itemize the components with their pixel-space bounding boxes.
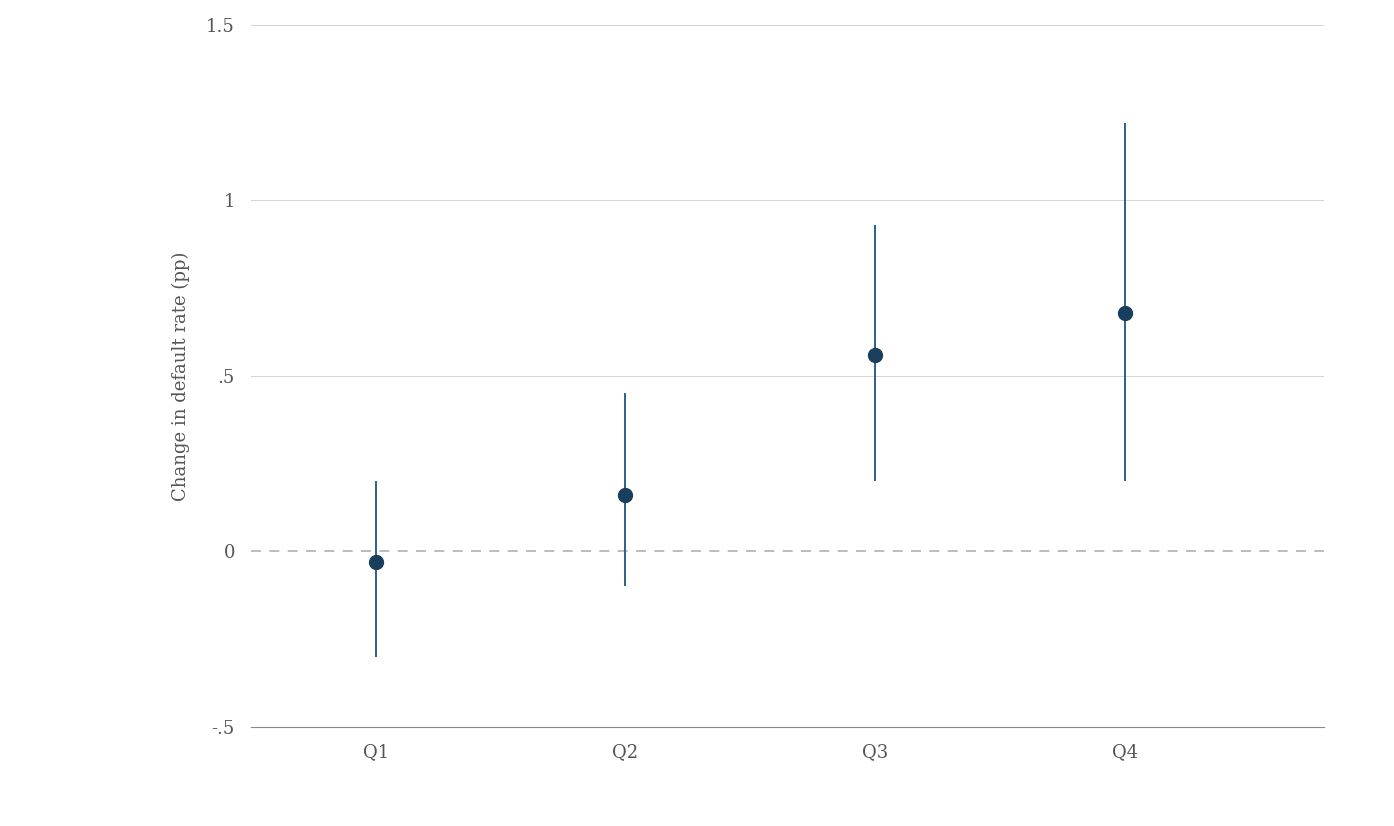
Point bbox=[365, 555, 388, 568]
Point bbox=[615, 488, 637, 501]
Point bbox=[864, 349, 887, 362]
Point bbox=[1114, 306, 1136, 319]
Y-axis label: Change in default rate (pp): Change in default rate (pp) bbox=[171, 251, 190, 501]
